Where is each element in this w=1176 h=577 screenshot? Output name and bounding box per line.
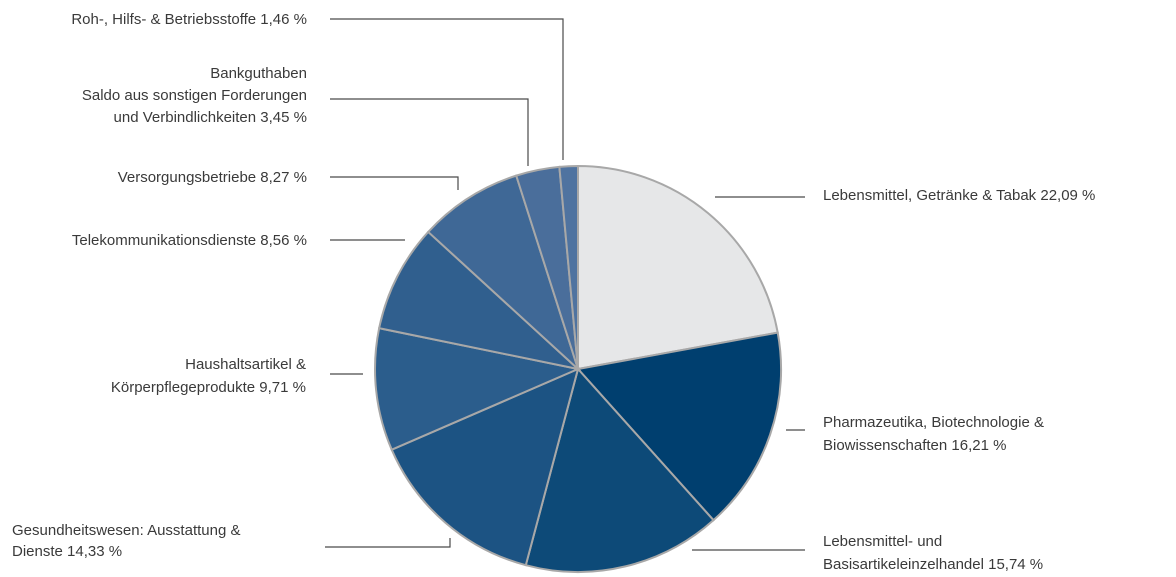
slice-labels: Lebensmittel, Getränke & Tabak 22,09 % P… (12, 11, 1095, 573)
label-basisartikeleinzelhandel-line-1: Lebensmittel- und (823, 533, 942, 550)
pie-slices (374, 164, 782, 573)
pie-slice-9 (558, 164, 579, 370)
label-telekommunikation: Telekommunikationsdienste 8,56 % (72, 232, 307, 249)
pie-slice-2 (576, 331, 782, 522)
pie-slice-1 (577, 164, 779, 371)
leader-line-bankguthaben (330, 98, 529, 166)
label-versorgungsbetriebe: Versorgungsbetriebe 8,27 % (118, 169, 307, 186)
pie-slice-3 (524, 366, 715, 573)
label-bankguthaben-line-3: und Verbindlichkeiten 3,45 % (114, 109, 307, 126)
pie-slice-5 (374, 327, 582, 452)
leader-line-gesundheitswesen (325, 538, 451, 548)
label-lebensmittel-getraenke-tabak: Lebensmittel, Getränke & Tabak 22,09 % (823, 187, 1095, 204)
leader-line-roh-hilfs-betriebsstoffe (330, 18, 564, 160)
leader-lines (325, 18, 805, 551)
label-bankguthaben-line-2: Saldo aus sonstigen Forderungen (82, 87, 307, 104)
leader-line-versorgungsbetriebe (330, 176, 459, 190)
label-roh-hilfs-betriebsstoffe: Roh-, Hilfs- & Betriebsstoffe 1,46 % (71, 11, 307, 28)
pie-slice-6 (377, 230, 582, 371)
label-haushaltsartikel-line-2: Körperpflegeprodukte 9,71 % (111, 379, 306, 396)
label-pharmazeutika-line-2: Biowissenschaften 16,21 % (823, 437, 1006, 454)
label-haushaltsartikel-line-1: Haushaltsartikel & (185, 356, 306, 373)
label-basisartikeleinzelhandel-line-2: Basisartikeleinzelhandel 15,74 % (823, 556, 1043, 573)
label-pharmazeutika-line-1: Pharmazeutika, Biotechnologie & (823, 414, 1044, 431)
label-gesundheitswesen-line-2: Dienste 14,33 % (12, 543, 122, 560)
pie-slice-7 (426, 174, 581, 373)
label-bankguthaben-line-1: Bankguthaben (210, 65, 307, 82)
label-gesundheitswesen-line-1: Gesundheitswesen: Ausstattung & (12, 522, 240, 539)
pie-slice-4 (390, 367, 580, 567)
